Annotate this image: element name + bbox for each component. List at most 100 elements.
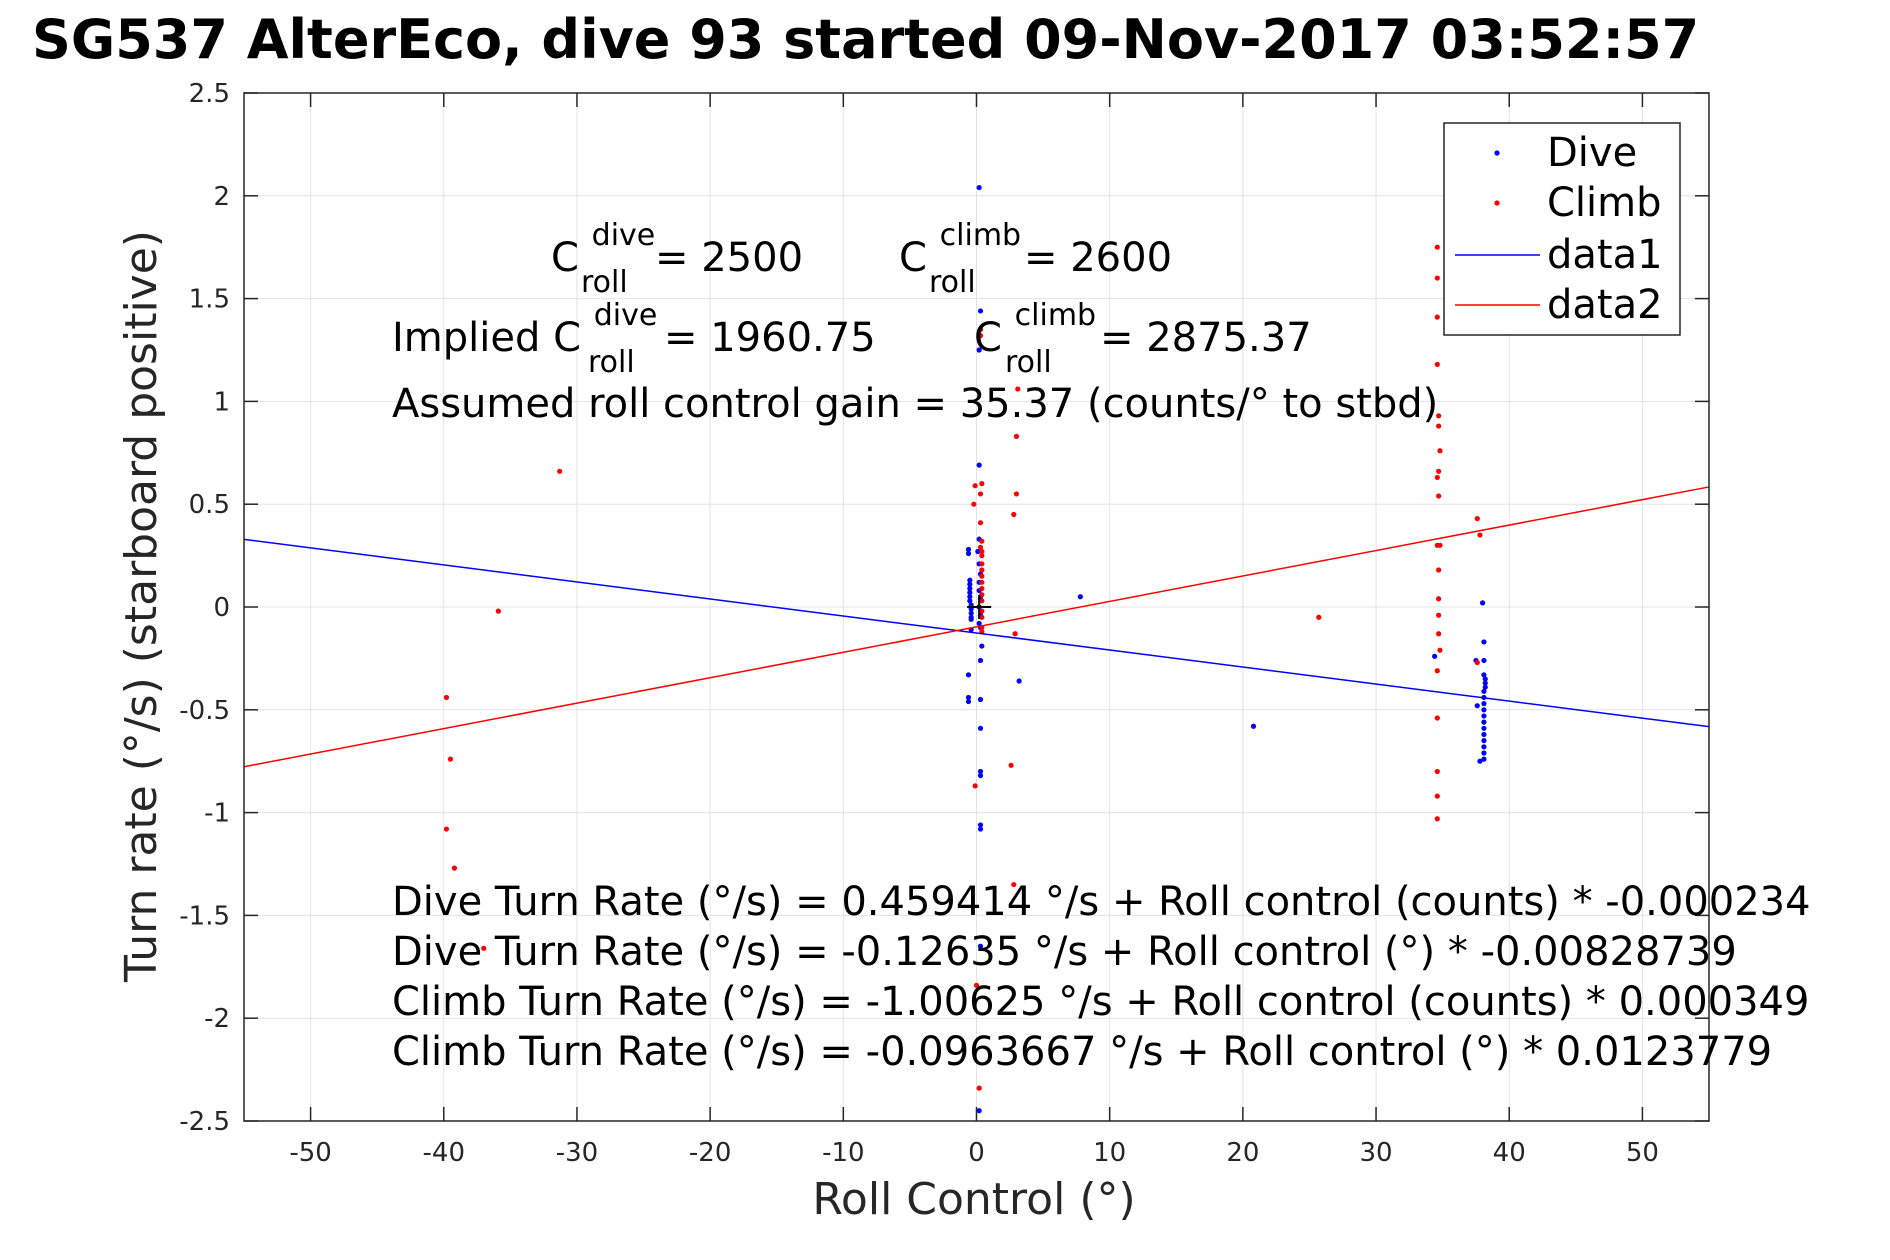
point-climb bbox=[1434, 768, 1440, 775]
point-dive bbox=[977, 943, 984, 949]
dive-fit-degrees: Dive Turn Rate (°/s) = -0.12635 °/s + Ro… bbox=[392, 929, 1737, 975]
y-tick-label: 0 bbox=[213, 593, 230, 623]
point-climb bbox=[979, 538, 985, 544]
point-climb bbox=[1437, 448, 1443, 454]
axes bbox=[243, 92, 1710, 1122]
implied-climb-value: = 2875.37 bbox=[1100, 315, 1312, 361]
tick-labels: -50 -40 -30 -20 -10 0 10 20 30 40 50-2.5-2-1.5-1-0… bbox=[179, 79, 1659, 1168]
point-dive bbox=[1250, 723, 1257, 729]
y-tick-label: -2.5 bbox=[179, 1107, 230, 1137]
point-dive bbox=[965, 550, 972, 557]
point-climb bbox=[1437, 647, 1443, 653]
point-climb bbox=[1437, 542, 1443, 548]
y-axis-label: Turn rate (°/s) (starboard positive) bbox=[116, 230, 167, 983]
c-climb-letter: C bbox=[899, 235, 927, 281]
point-climb bbox=[977, 520, 984, 526]
point-climb bbox=[1434, 668, 1440, 674]
point-climb bbox=[557, 468, 563, 474]
point-climb bbox=[1013, 433, 1020, 439]
point-climb bbox=[977, 544, 984, 550]
y-tick-label: 1.5 bbox=[189, 285, 230, 315]
point-climb bbox=[1436, 413, 1442, 419]
point-dive bbox=[977, 696, 984, 703]
c-dive-superscript: dive bbox=[592, 218, 656, 253]
fit-line-data1 bbox=[243, 538, 1710, 728]
point-climb bbox=[1436, 612, 1442, 618]
point-dive bbox=[975, 548, 981, 555]
point-dive bbox=[977, 768, 984, 775]
point-climb bbox=[973, 982, 980, 988]
point-climb bbox=[1012, 631, 1018, 637]
point-climb bbox=[1434, 793, 1440, 799]
implied-climb-superscript: climb bbox=[1015, 298, 1096, 333]
chart-title: SG537 AlterEco, dive 93 started 09-Nov-2… bbox=[32, 8, 1699, 71]
implied-prefix: Implied C bbox=[392, 315, 581, 361]
point-climb bbox=[1008, 762, 1014, 768]
point-climb bbox=[1477, 532, 1483, 538]
point-climb bbox=[495, 608, 501, 614]
point-climb bbox=[979, 614, 985, 620]
point-dive bbox=[977, 772, 984, 779]
implied-dive-annotation: Implied C dive roll = 1960.75 bbox=[392, 289, 876, 382]
point-dive bbox=[1481, 639, 1487, 645]
legend-data1-label: data1 bbox=[1547, 232, 1663, 278]
point-climb bbox=[979, 579, 985, 585]
point-dive bbox=[1481, 756, 1487, 762]
y-tick-label: 2 bbox=[213, 182, 230, 212]
x-tick-label: -10 bbox=[822, 1138, 864, 1168]
point-climb bbox=[979, 567, 985, 573]
point-dive bbox=[1481, 688, 1487, 694]
point-dive bbox=[977, 826, 984, 832]
point-dive bbox=[965, 672, 972, 678]
point-dive bbox=[1482, 676, 1488, 682]
point-dive bbox=[967, 581, 973, 587]
point-climb bbox=[1011, 511, 1017, 518]
point-dive bbox=[1481, 707, 1487, 713]
point-climb bbox=[481, 945, 487, 951]
point-climb bbox=[979, 481, 985, 487]
point-climb bbox=[1434, 314, 1440, 320]
climb-fit-degrees: Climb Turn Rate (°/s) = -0.0963667 °/s +… bbox=[392, 1029, 1772, 1075]
point-dive bbox=[1482, 684, 1488, 690]
roll-gain-annotation: Assumed roll control gain = 35.37 (count… bbox=[392, 381, 1438, 427]
x-tick-label: 20 bbox=[1226, 1138, 1259, 1168]
point-dive bbox=[1481, 713, 1487, 719]
x-tick-label: 0 bbox=[968, 1138, 985, 1168]
point-dive bbox=[967, 585, 973, 592]
point-climb bbox=[1434, 816, 1440, 822]
point-dive bbox=[968, 610, 974, 616]
y-tick-label: 0.5 bbox=[189, 490, 230, 520]
point-dive bbox=[1481, 719, 1487, 725]
point-dive bbox=[1481, 744, 1487, 750]
point-climb bbox=[971, 501, 977, 507]
legend-dive-label: Dive bbox=[1547, 130, 1637, 176]
implied-dive-superscript: dive bbox=[594, 298, 658, 333]
c-dive-annotation: C dive roll = 2500 bbox=[551, 209, 803, 302]
point-climb bbox=[1436, 567, 1442, 573]
implied-dive-value: = 1960.75 bbox=[664, 315, 876, 361]
point-dive bbox=[967, 577, 973, 583]
x-tick-label: 40 bbox=[1493, 1138, 1526, 1168]
point-climb bbox=[1015, 386, 1021, 392]
implied-climb-annotation: C climb roll = 2875.37 bbox=[974, 289, 1312, 382]
chart-legend: Dive Climb data1 data2 bbox=[1443, 122, 1681, 336]
point-dive bbox=[1481, 701, 1487, 707]
point-dive bbox=[977, 725, 984, 731]
c-dive-value: = 2500 bbox=[655, 235, 803, 281]
point-climb bbox=[447, 756, 454, 762]
c-dive-subscript: roll bbox=[581, 265, 628, 300]
point-climb bbox=[1474, 659, 1480, 666]
y-tick-label: 1 bbox=[213, 387, 230, 417]
y-tick-label: -2 bbox=[204, 1004, 230, 1034]
point-climb bbox=[979, 585, 985, 592]
c-roll-annotations: C dive roll = 2500 C climb roll = 2600 I… bbox=[392, 209, 1438, 427]
point-climb bbox=[979, 561, 985, 567]
c-climb-superscript: climb bbox=[940, 218, 1021, 253]
point-dive bbox=[1481, 672, 1487, 678]
point-climb bbox=[977, 333, 984, 339]
point-dive bbox=[976, 620, 982, 627]
point-climb bbox=[972, 483, 978, 489]
point-dive bbox=[1482, 680, 1488, 686]
